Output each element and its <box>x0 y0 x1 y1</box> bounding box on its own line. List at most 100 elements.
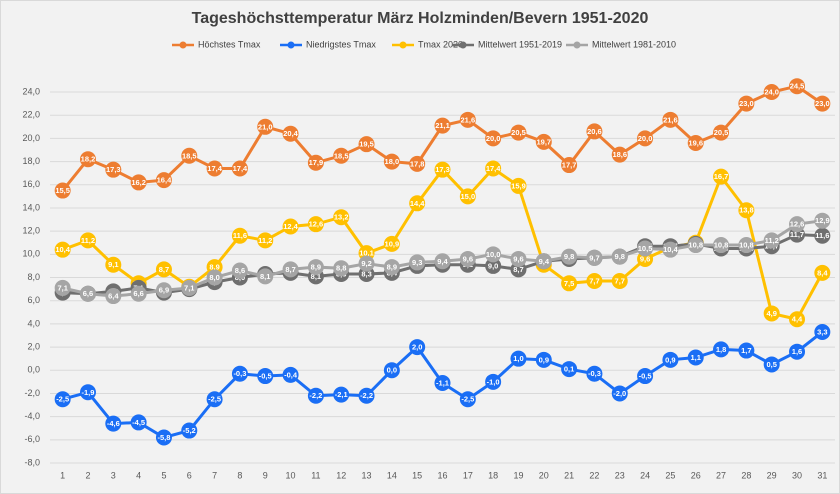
y-tick-label: 10,0 <box>22 249 40 259</box>
point <box>155 429 172 446</box>
point <box>510 350 527 367</box>
point <box>535 133 552 150</box>
x-tick-label: 29 <box>767 470 777 480</box>
x-tick-label: 6 <box>187 470 192 480</box>
data-label: 20,5 <box>714 128 729 137</box>
data-label: 6,6 <box>83 289 93 298</box>
point <box>206 391 223 408</box>
point <box>383 259 400 276</box>
y-tick-label: -2,0 <box>24 388 40 398</box>
point <box>713 168 730 185</box>
point <box>181 147 198 164</box>
point <box>409 254 426 271</box>
data-label: 4,9 <box>766 309 776 318</box>
x-tick-label: 10 <box>286 470 296 480</box>
point <box>687 135 704 152</box>
point <box>586 272 603 289</box>
x-tick-label: 14 <box>387 470 397 480</box>
data-label: 1,1 <box>691 353 701 362</box>
point <box>561 361 578 378</box>
data-label: 12,9 <box>815 216 830 225</box>
data-label: 19,7 <box>536 137 551 146</box>
data-label: -2,5 <box>208 395 221 404</box>
point <box>155 282 172 299</box>
data-label: 16,7 <box>714 172 729 181</box>
x-tick-label: 27 <box>716 470 726 480</box>
point <box>181 422 198 439</box>
point <box>383 362 400 379</box>
point <box>409 195 426 212</box>
data-label: 0,0 <box>387 366 397 375</box>
y-tick-label: 2,0 <box>27 341 40 351</box>
point <box>814 227 831 244</box>
point <box>206 269 223 286</box>
point <box>789 343 806 360</box>
point <box>738 202 755 219</box>
data-label: 17,3 <box>106 165 121 174</box>
data-label: 17,4 <box>233 164 248 173</box>
data-label: 17,9 <box>309 158 324 167</box>
chart-title: Tageshöchsttemperatur März Holzminden/Be… <box>192 10 649 27</box>
x-tick-label: 1 <box>60 470 65 480</box>
point <box>257 268 274 285</box>
data-label: 21,1 <box>435 121 450 130</box>
data-label: 13,2 <box>334 213 349 222</box>
data-label: -2,5 <box>56 395 69 404</box>
data-label: 15,9 <box>511 181 526 190</box>
data-label: 18,2 <box>81 155 96 164</box>
point <box>105 415 122 432</box>
point <box>383 235 400 252</box>
point <box>561 275 578 292</box>
data-label: 10,9 <box>385 239 400 248</box>
point <box>713 124 730 141</box>
data-label: 21,6 <box>663 115 678 124</box>
y-tick-label: 12,0 <box>22 226 40 236</box>
point <box>763 232 780 249</box>
point <box>155 261 172 278</box>
legend-marker <box>459 41 467 49</box>
point <box>637 368 654 385</box>
point <box>586 365 603 382</box>
data-label: 10,4 <box>55 245 70 254</box>
point <box>789 216 806 233</box>
point <box>738 95 755 112</box>
data-label: 15,5 <box>55 186 70 195</box>
data-label: 1,0 <box>513 354 523 363</box>
data-label: 17,8 <box>410 159 425 168</box>
point <box>130 414 147 431</box>
data-label: 10,1 <box>359 249 374 258</box>
x-tick-label: 26 <box>691 470 701 480</box>
point <box>713 237 730 254</box>
point <box>434 375 451 392</box>
data-label: 2,0 <box>412 343 422 352</box>
data-label: -5,2 <box>183 426 196 435</box>
point <box>383 153 400 170</box>
point <box>333 209 350 226</box>
legend-marker <box>573 41 581 49</box>
point <box>333 260 350 277</box>
point <box>282 125 299 142</box>
point <box>814 264 831 281</box>
data-label: 9,6 <box>463 254 473 263</box>
data-label: -2,5 <box>461 395 474 404</box>
data-label: -0,5 <box>259 372 272 381</box>
data-label: -4,6 <box>107 419 120 428</box>
point <box>358 136 375 153</box>
data-label: 11,6 <box>815 231 829 240</box>
data-label: 17,4 <box>207 164 222 173</box>
point <box>434 161 451 178</box>
point <box>333 386 350 403</box>
data-label: 19,5 <box>359 140 374 149</box>
point <box>763 84 780 100</box>
point <box>459 391 476 408</box>
data-label: 11,7 <box>790 230 804 239</box>
point <box>105 288 122 305</box>
point <box>611 385 628 402</box>
data-label: 8,7 <box>285 265 295 274</box>
y-tick-label: 16,0 <box>22 179 40 189</box>
point <box>535 253 552 270</box>
point <box>485 257 502 274</box>
data-label: 6,4 <box>108 292 119 301</box>
point <box>105 161 122 178</box>
legend-label: Höchstes Tmax <box>198 39 261 49</box>
